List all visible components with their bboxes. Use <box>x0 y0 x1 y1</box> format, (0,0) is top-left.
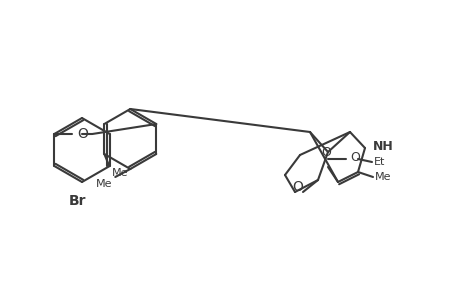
Text: Me: Me <box>374 172 391 182</box>
Text: O: O <box>349 151 359 164</box>
Text: Br: Br <box>69 194 87 208</box>
Text: Et: Et <box>373 157 385 167</box>
Text: O: O <box>77 127 88 141</box>
Text: NH: NH <box>372 140 393 152</box>
Text: Me: Me <box>95 179 112 189</box>
Text: O: O <box>292 180 303 194</box>
Text: Me: Me <box>112 168 129 178</box>
Text: O: O <box>320 146 330 159</box>
